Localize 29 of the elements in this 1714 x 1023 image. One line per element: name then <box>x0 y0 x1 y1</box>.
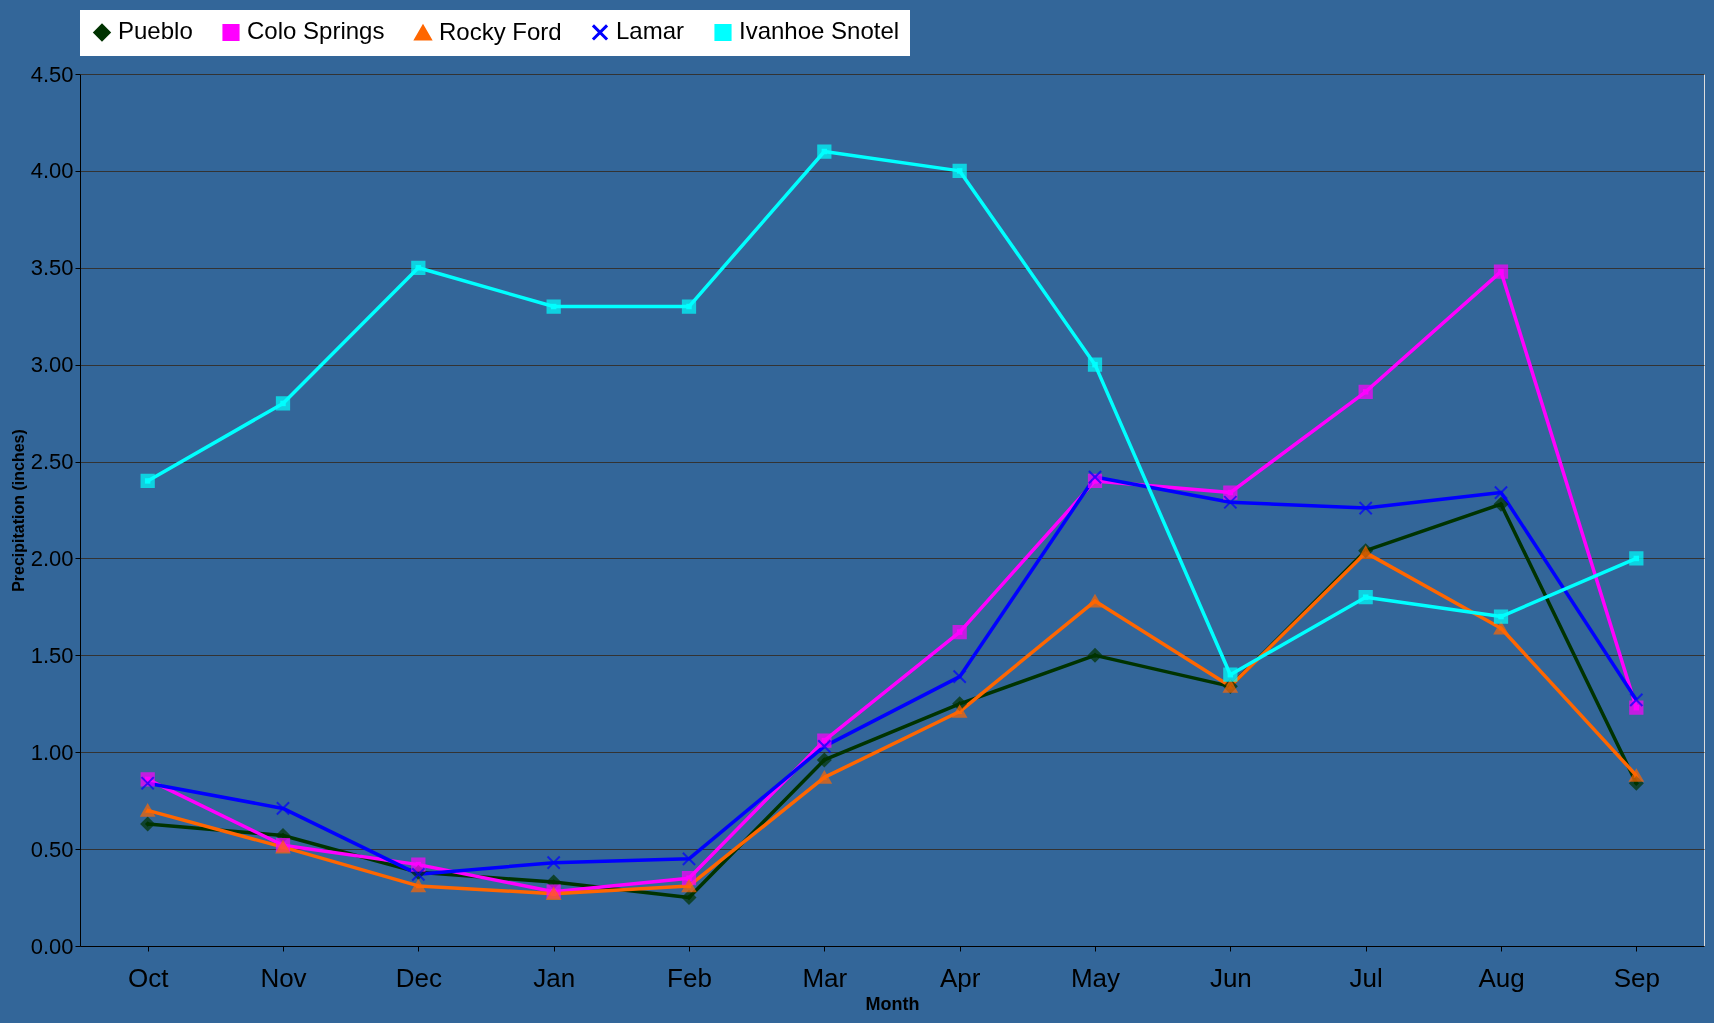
x-tick-label: Mar <box>802 962 848 993</box>
y-tick-label: 1.00 <box>30 739 74 765</box>
legend-label: Ivanhoe Snotel <box>739 17 900 45</box>
legend-label: Colo Springs <box>247 17 385 45</box>
y-tick-label: 4.50 <box>30 61 74 87</box>
legend-label: Rocky Ford <box>439 17 562 45</box>
y-axis-title: Precipitation (inches) <box>9 429 27 592</box>
legend-label: Pueblo <box>118 17 193 45</box>
y-tick-label: 0.50 <box>30 836 74 862</box>
y-tick-label: 3.50 <box>30 255 74 281</box>
x-tick-label: Jun <box>1209 962 1252 993</box>
x-tick-label: Jul <box>1349 962 1383 993</box>
x-tick-label: Sep <box>1613 962 1660 993</box>
y-tick-label: 2.00 <box>30 545 74 571</box>
x-tick-label: Feb <box>667 962 712 993</box>
x-tick-label: May <box>1070 962 1121 993</box>
x-tick-label: Apr <box>939 962 981 993</box>
x-tick-label: Aug <box>1478 962 1525 993</box>
y-tick-label: 4.00 <box>30 158 74 184</box>
y-tick-label: 2.50 <box>30 449 74 475</box>
x-axis-title: Month <box>865 993 920 1014</box>
x-tick-label: Nov <box>260 962 307 993</box>
y-tick-label: 0.00 <box>30 933 74 959</box>
legend-label: Lamar <box>616 17 685 45</box>
x-tick-label: Dec <box>395 962 442 993</box>
y-tick-label: 1.50 <box>30 642 74 668</box>
x-tick-label: Oct <box>127 962 170 993</box>
x-tick-label: Jan <box>533 962 576 993</box>
y-tick-label: 3.00 <box>30 352 74 378</box>
